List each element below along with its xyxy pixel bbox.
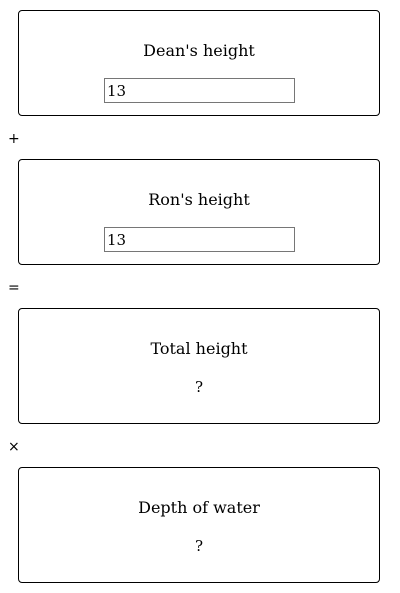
- depth-of-water-label: Depth of water: [138, 498, 260, 517]
- deans-height-label: Dean's height: [143, 41, 255, 60]
- total-height-label: Total height: [150, 339, 248, 358]
- depth-of-water-card: Depth of water ?: [18, 467, 380, 583]
- rons-height-input[interactable]: [104, 227, 295, 252]
- plus-operator: +: [8, 131, 20, 147]
- deans-height-input[interactable]: [104, 78, 295, 103]
- deans-height-card: Dean's height: [18, 10, 380, 116]
- rons-height-label: Ron's height: [148, 190, 250, 209]
- depth-of-water-value: ?: [194, 537, 204, 555]
- times-operator: ×: [8, 439, 20, 455]
- rons-height-card: Ron's height: [18, 159, 380, 265]
- equals-operator: =: [8, 280, 20, 296]
- total-height-value: ?: [194, 378, 204, 396]
- total-height-card: Total height ?: [18, 308, 380, 424]
